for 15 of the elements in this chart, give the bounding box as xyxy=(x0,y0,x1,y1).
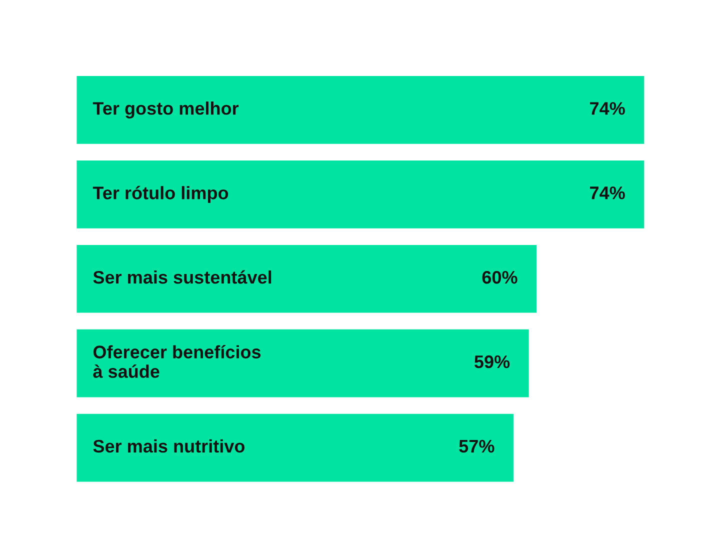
y-tick-label: Ter rótulo limpo xyxy=(92,186,228,203)
bar xyxy=(76,244,538,314)
y-tick-label: Ser mais sustentável xyxy=(93,270,272,284)
bar xyxy=(76,159,645,230)
y-tick-label: Oferecer benefícios à saúde xyxy=(93,345,261,378)
y-tick-label: Ser mais nutritivo xyxy=(93,439,245,453)
data-label: 60% xyxy=(482,270,518,284)
data-label: 59% xyxy=(474,355,510,368)
data-label: 57% xyxy=(459,440,494,453)
bar xyxy=(76,328,530,399)
bar xyxy=(76,412,515,484)
y-tick-label: Ter gosto melhor xyxy=(92,102,239,118)
data-label: 74% xyxy=(590,102,625,115)
bar xyxy=(76,74,645,146)
data-label: 74% xyxy=(590,186,625,200)
